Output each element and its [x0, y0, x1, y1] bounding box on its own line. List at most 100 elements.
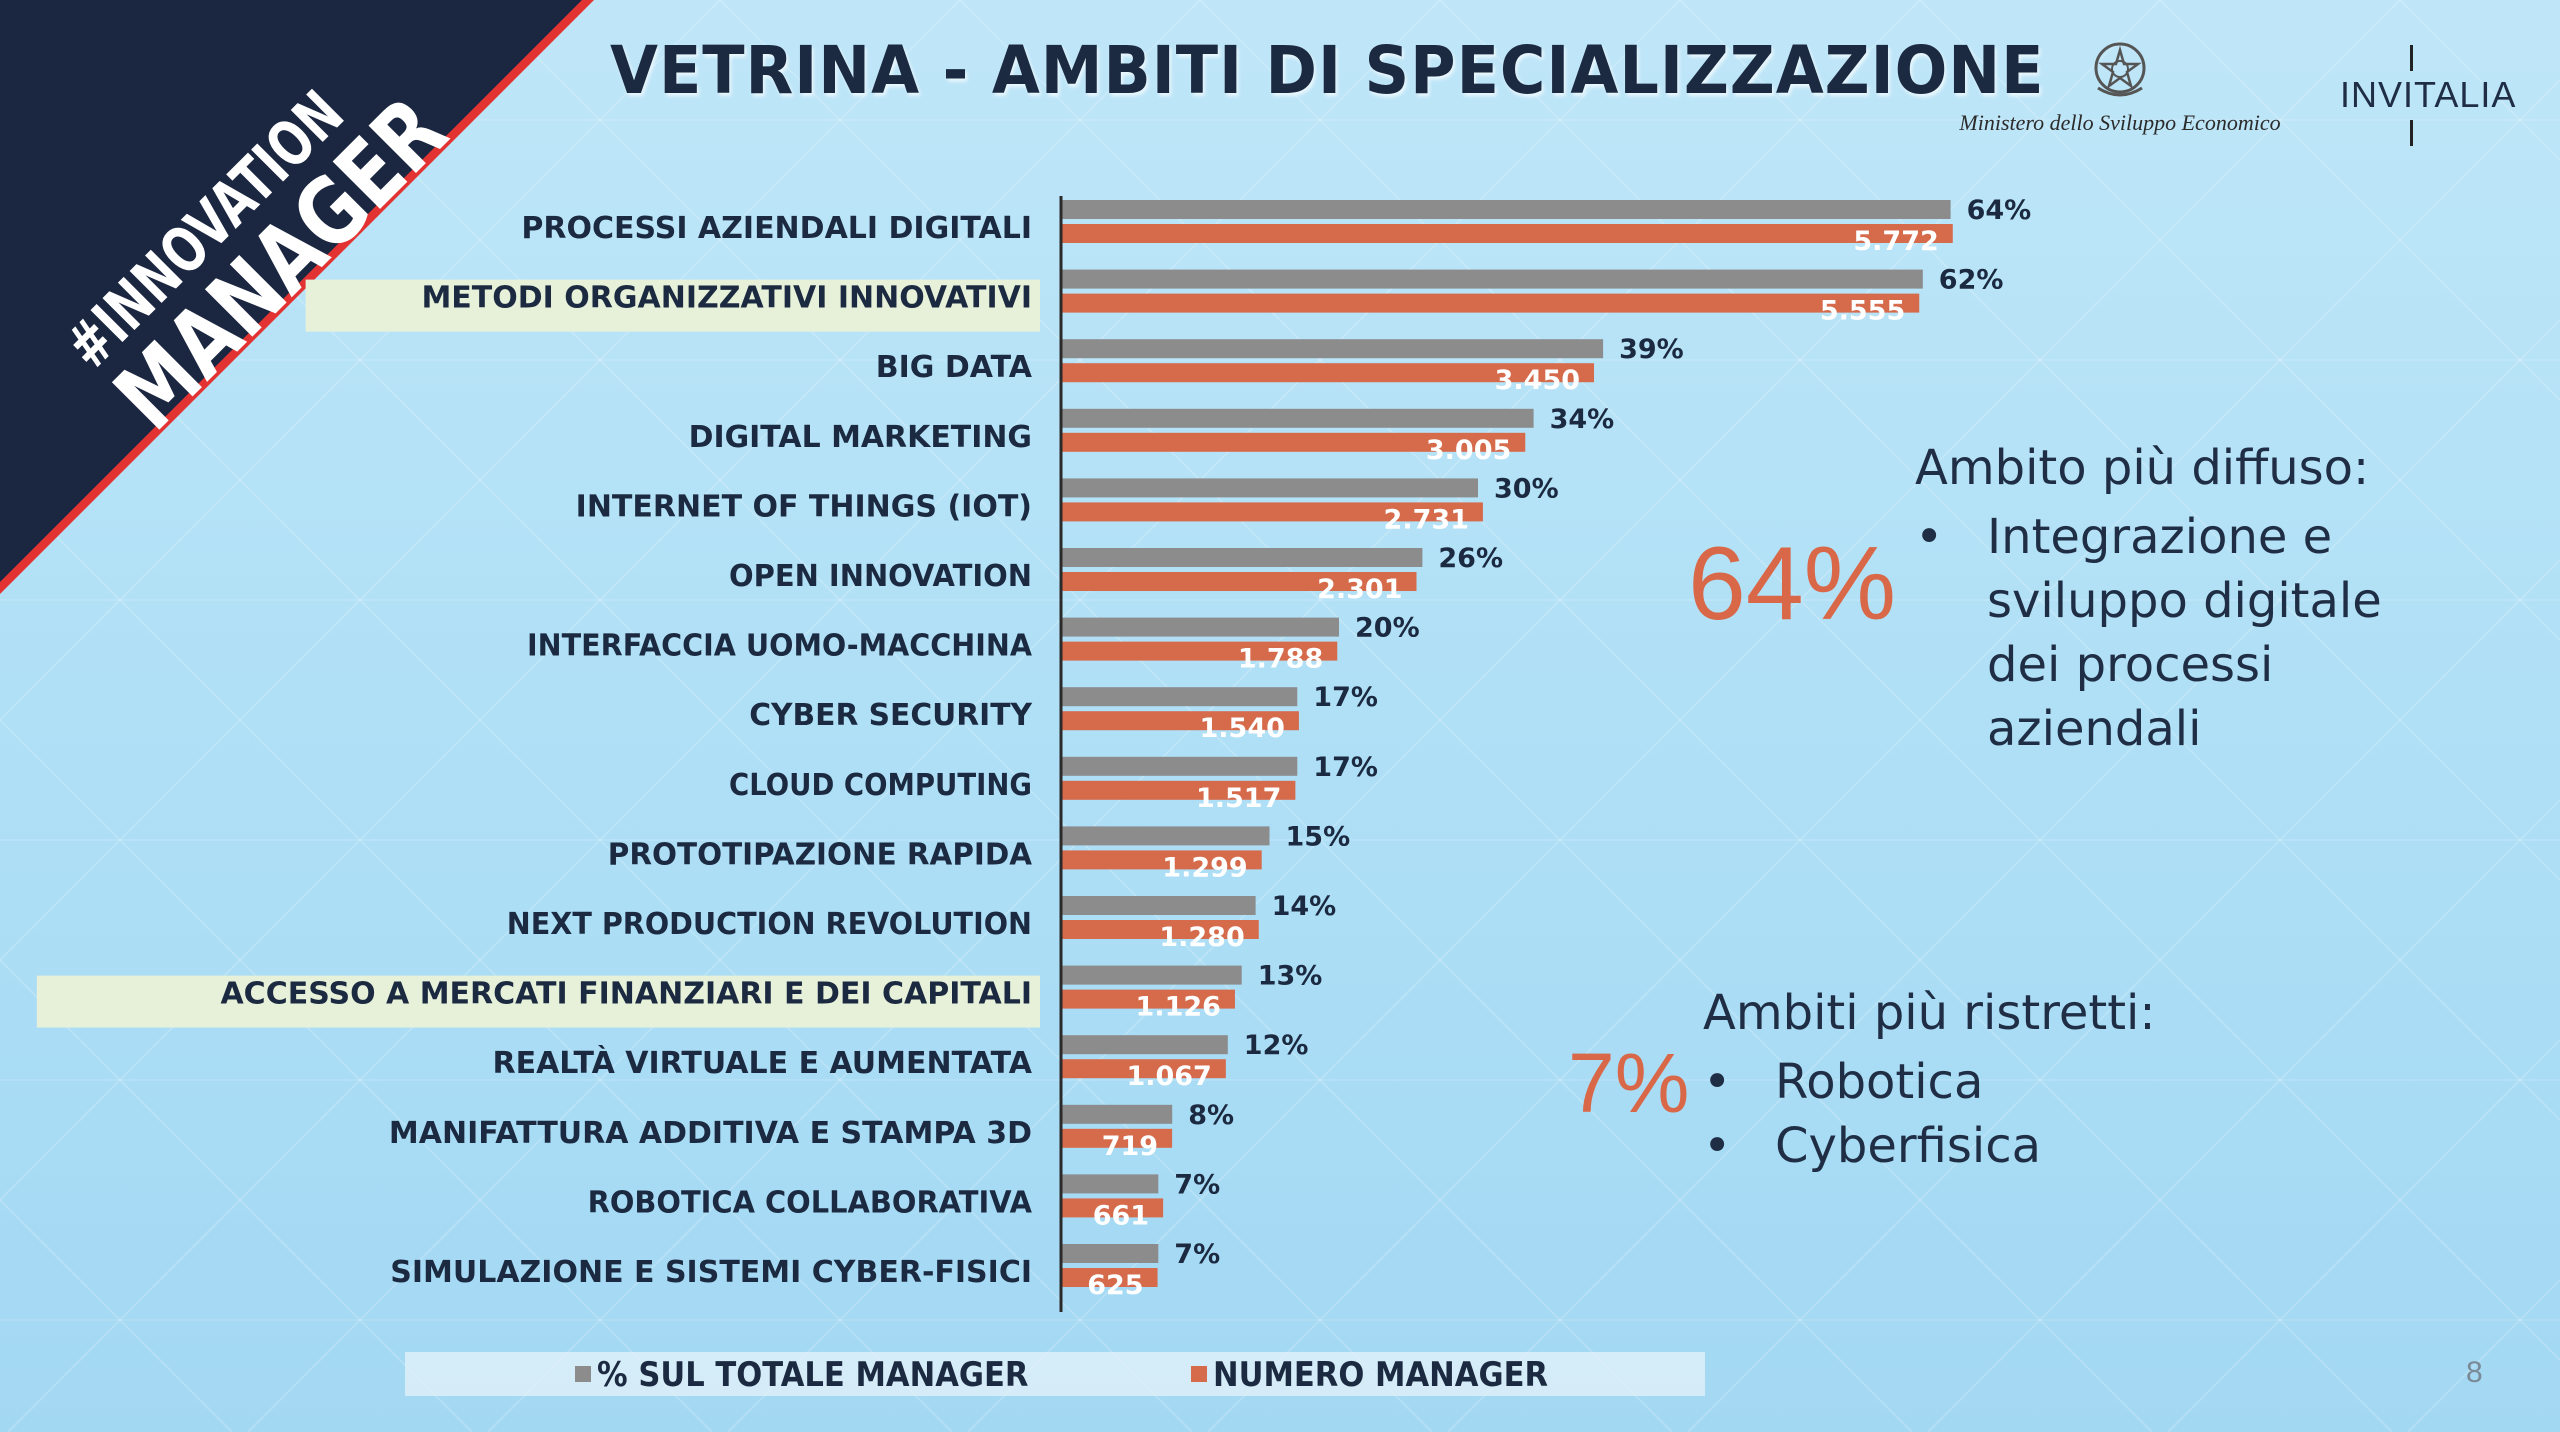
data-label-percentage: 7% — [1174, 1239, 1220, 1270]
data-label-percentage: 64% — [1967, 195, 2032, 226]
category-label: CLOUD COMPUTING — [729, 768, 1032, 803]
bar-count — [1061, 224, 1953, 243]
bar-percentage — [1061, 756, 1298, 776]
bar-percentage — [1061, 896, 1256, 915]
data-label-count: 2.731 — [1384, 504, 1469, 535]
bar-percentage — [1061, 200, 1951, 219]
italian-republic-emblem-icon — [2094, 42, 2146, 97]
bar-count — [1061, 572, 1417, 591]
legend-swatch-percentage — [575, 1366, 591, 1382]
bottom-callout-item-robotica: Robotica — [1703, 1050, 2041, 1114]
ministry-name: Ministero dello Sviluppo Economico — [1959, 110, 2281, 135]
bar-count — [1061, 641, 1338, 661]
data-label-count: 1.067 — [1126, 1061, 1211, 1092]
top-callout-item: Integrazione e sviluppo digitale dei pro… — [1915, 505, 2407, 761]
slide-title: VETRINA - AMBITI DI SPECIALIZZAZIONE — [610, 32, 2045, 109]
bar-percentage — [1061, 478, 1478, 498]
data-label-count: 1.788 — [1238, 644, 1323, 675]
data-label-percentage: 26% — [1438, 543, 1503, 574]
category-label: BIG DATA — [876, 350, 1033, 385]
invitalia-wordmark: INVITALIA — [2340, 74, 2517, 115]
category-label: INTERNET OF THINGS (IOT) — [576, 489, 1032, 524]
category-label: DIGITAL MARKETING — [689, 420, 1032, 455]
bar-count — [1061, 1198, 1164, 1218]
invitalia-divider-top — [2410, 45, 2413, 71]
bar-count — [1061, 502, 1483, 522]
bottom-callout-list: Robotica Cyberfisica — [1703, 1050, 2041, 1178]
data-label-count: 2.301 — [1317, 574, 1402, 605]
category-label: MANIFATTURA ADDITIVA E STAMPA 3D — [389, 1116, 1032, 1151]
top-callout-list: Integrazione e sviluppo digitale dei pro… — [1915, 505, 2407, 761]
bar-count — [1061, 780, 1296, 800]
category-label: REALTÀ VIRTUALE E AUMENTATA — [493, 1045, 1033, 1081]
ministry-logo: Ministero dello Sviluppo Economico — [1950, 38, 2290, 148]
bar-count — [1061, 850, 1262, 870]
category-highlight — [305, 279, 1041, 332]
category-label: SIMULAZIONE E SISTEMI CYBER-FISICI — [390, 1255, 1032, 1290]
bar-percentage — [1061, 1035, 1228, 1055]
data-label-count: 1.540 — [1200, 713, 1285, 744]
bar-count — [1061, 363, 1595, 383]
bar-percentage — [1061, 965, 1242, 985]
bar-count — [1061, 920, 1259, 939]
category-label: PROCESSI AZIENDALI DIGITALI — [521, 211, 1032, 246]
category-label: OPEN INNOVATION — [729, 559, 1032, 594]
bar-percentage — [1061, 408, 1534, 428]
category-label: CYBER SECURITY — [749, 698, 1033, 733]
page-number: 8 — [2466, 1356, 2483, 1389]
bar-percentage — [1061, 339, 1604, 359]
data-label-percentage: 30% — [1494, 473, 1559, 504]
bar-count — [1061, 1128, 1173, 1148]
category-label: INTERFACCIA UOMO-MACCHINA — [527, 629, 1033, 664]
data-label-count: 661 — [1093, 1200, 1149, 1231]
data-label-count: 5.772 — [1853, 226, 1938, 257]
legend-swatch-count — [1191, 1366, 1207, 1382]
data-label-percentage: 34% — [1550, 404, 1615, 435]
category-label: ROBOTICA COLLABORATIVA — [588, 1185, 1033, 1220]
legend-label-percentage: % SUL TOTALE MANAGER — [597, 1355, 1029, 1395]
data-label-percentage: 15% — [1286, 821, 1351, 852]
legend-label-count: NUMERO MANAGER — [1213, 1355, 1549, 1395]
category-label: ACCESSO A MERCATI FINANZIARI E DEI CAPIT… — [220, 977, 1032, 1012]
data-label-percentage: 17% — [1313, 682, 1378, 713]
data-label-count: 3.450 — [1495, 365, 1580, 396]
chart-legend: % SUL TOTALE MANAGER NUMERO MANAGER — [405, 1352, 1705, 1396]
bottom-callout-value: 7% — [1568, 1036, 1690, 1130]
innovation-manager-corner-banner: #INNOVATION MANAGER — [0, 0, 594, 594]
invitalia-divider-bottom — [2410, 120, 2413, 146]
data-label-percentage: 8% — [1188, 1100, 1234, 1131]
bar-percentage — [1061, 1244, 1159, 1263]
data-label-count: 1.299 — [1162, 852, 1247, 883]
data-label-percentage: 14% — [1272, 891, 1337, 922]
bar-percentage — [1061, 548, 1423, 567]
category-label: PROTOTIPAZIONE RAPIDA — [608, 837, 1033, 872]
bar-count — [1061, 1059, 1226, 1079]
bar-count — [1061, 293, 1920, 313]
top-callout-heading: Ambito più diffuso: — [1915, 440, 2370, 496]
data-label-count: 625 — [1087, 1270, 1143, 1301]
bar-count — [1061, 989, 1235, 1009]
data-label-count: 3.005 — [1426, 435, 1511, 466]
bottom-callout-heading: Ambiti più ristretti: — [1703, 985, 2156, 1041]
bar-percentage — [1061, 1174, 1159, 1194]
data-label-count: 1.280 — [1159, 922, 1244, 953]
bar-percentage — [1061, 1104, 1173, 1124]
bar-count — [1061, 1268, 1158, 1287]
data-label-percentage: 20% — [1355, 613, 1420, 644]
top-callout-value: 64% — [1688, 526, 1897, 642]
category-label: METODI ORGANIZZATIVI INNOVATIVI — [421, 281, 1032, 316]
bar-count — [1061, 432, 1526, 452]
bottom-callout-item-cyberfisica: Cyberfisica — [1703, 1114, 2041, 1178]
data-label-percentage: 39% — [1619, 334, 1684, 365]
data-label-percentage: 7% — [1174, 1169, 1220, 1200]
bar-percentage — [1061, 617, 1339, 637]
bar-percentage — [1061, 269, 1923, 289]
category-label: NEXT PRODUCTION REVOLUTION — [507, 907, 1032, 942]
invitalia-logo: INVITALIA — [2340, 40, 2520, 150]
data-label-count: 719 — [1102, 1131, 1158, 1162]
data-label-percentage: 17% — [1313, 752, 1378, 783]
bar-percentage — [1061, 826, 1270, 846]
data-label-count: 1.126 — [1136, 992, 1221, 1023]
data-label-count: 1.517 — [1196, 783, 1281, 814]
